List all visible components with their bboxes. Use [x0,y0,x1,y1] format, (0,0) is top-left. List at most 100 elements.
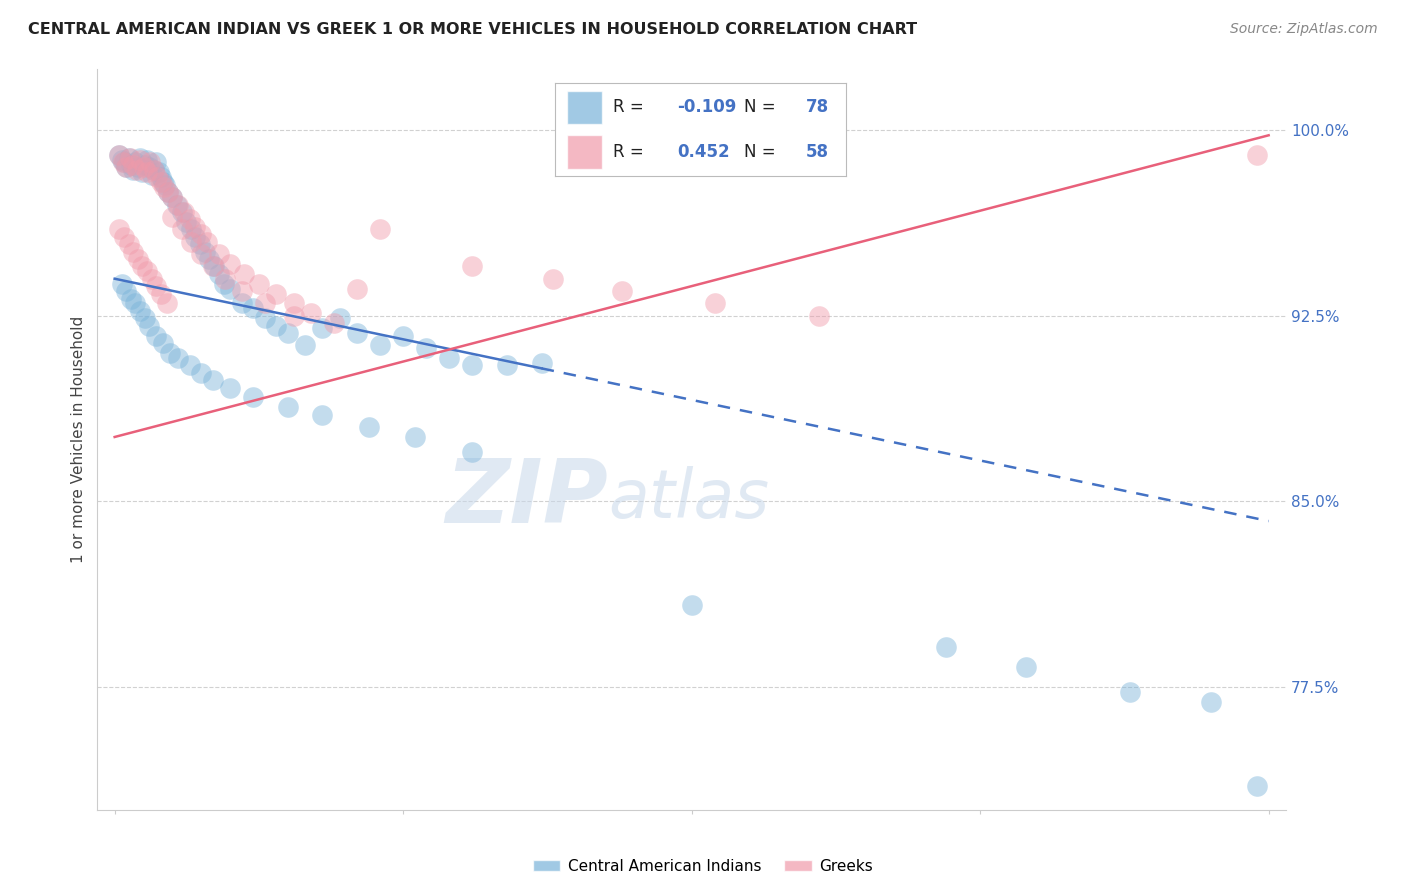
Point [703,296,725,310]
Point [139,155,162,169]
Point [368,222,391,236]
Point [1246,148,1268,162]
Point [155,178,177,192]
Point [129,151,152,165]
Point [136,264,159,278]
Point [247,277,270,291]
Point [145,279,167,293]
Point [122,162,145,177]
Point [195,235,218,249]
Point [357,420,380,434]
Point [115,161,138,175]
Point [108,148,131,162]
Point [404,430,426,444]
Point [141,271,163,285]
Point [167,197,190,211]
Point [138,161,160,175]
Point [184,219,207,234]
Point [136,153,159,167]
Point [299,306,322,320]
Point [129,153,152,167]
Point [329,311,352,326]
Point [807,309,830,323]
Point [159,346,181,360]
Point [180,235,202,249]
Point [142,162,165,177]
Point [180,222,202,236]
Point [142,162,165,177]
Point [131,260,153,274]
Point [190,227,212,242]
Point [231,296,253,310]
Point [120,292,142,306]
Point [131,165,153,179]
Point [681,598,703,612]
Point [111,155,134,169]
Point [194,244,217,259]
Point [202,260,225,274]
Point [253,311,276,326]
Point [264,318,287,333]
Point [127,252,149,266]
Point [110,277,132,291]
Point [146,170,169,185]
Point [162,190,184,204]
Point [155,296,177,310]
Point [439,351,461,365]
Point [201,373,224,387]
Point [207,247,229,261]
Point [152,175,174,189]
Point [136,165,159,179]
Point [184,229,207,244]
Point [1015,660,1038,674]
Point [541,271,564,285]
Point [120,158,142,172]
Point [115,284,138,298]
Point [179,212,201,227]
Point [934,640,956,655]
Point [156,185,179,199]
Point [264,286,287,301]
Point [415,341,437,355]
Y-axis label: 1 or more Vehicles in Household: 1 or more Vehicles in Household [72,316,86,563]
Point [149,286,172,301]
Point [496,358,519,372]
Point [170,205,193,219]
Point [232,267,254,281]
Point [530,356,553,370]
Point [461,358,484,372]
Point [1199,695,1222,709]
Point [190,247,212,261]
Point [124,296,146,310]
Point [207,267,229,281]
Point [129,304,152,318]
Point [294,338,316,352]
Point [117,151,139,165]
Point [346,326,368,340]
Point [311,321,333,335]
Point [153,180,176,194]
Point [219,257,242,271]
Point [141,168,163,182]
Point [322,316,344,330]
Point [198,252,221,266]
Point [127,161,149,175]
Point [368,338,391,352]
Point [125,162,148,177]
Point [242,301,264,316]
Point [214,271,236,285]
Point [242,391,264,405]
Point [219,380,242,394]
Point [152,336,174,351]
Point [132,161,155,175]
Point [112,155,135,169]
Point [149,170,172,185]
Point [108,148,131,162]
Text: Source: ZipAtlas.com: Source: ZipAtlas.com [1230,22,1378,37]
Point [108,222,131,236]
Point [461,260,484,274]
Point [311,408,333,422]
Point [117,237,139,252]
Point [149,175,172,189]
Point [392,328,415,343]
